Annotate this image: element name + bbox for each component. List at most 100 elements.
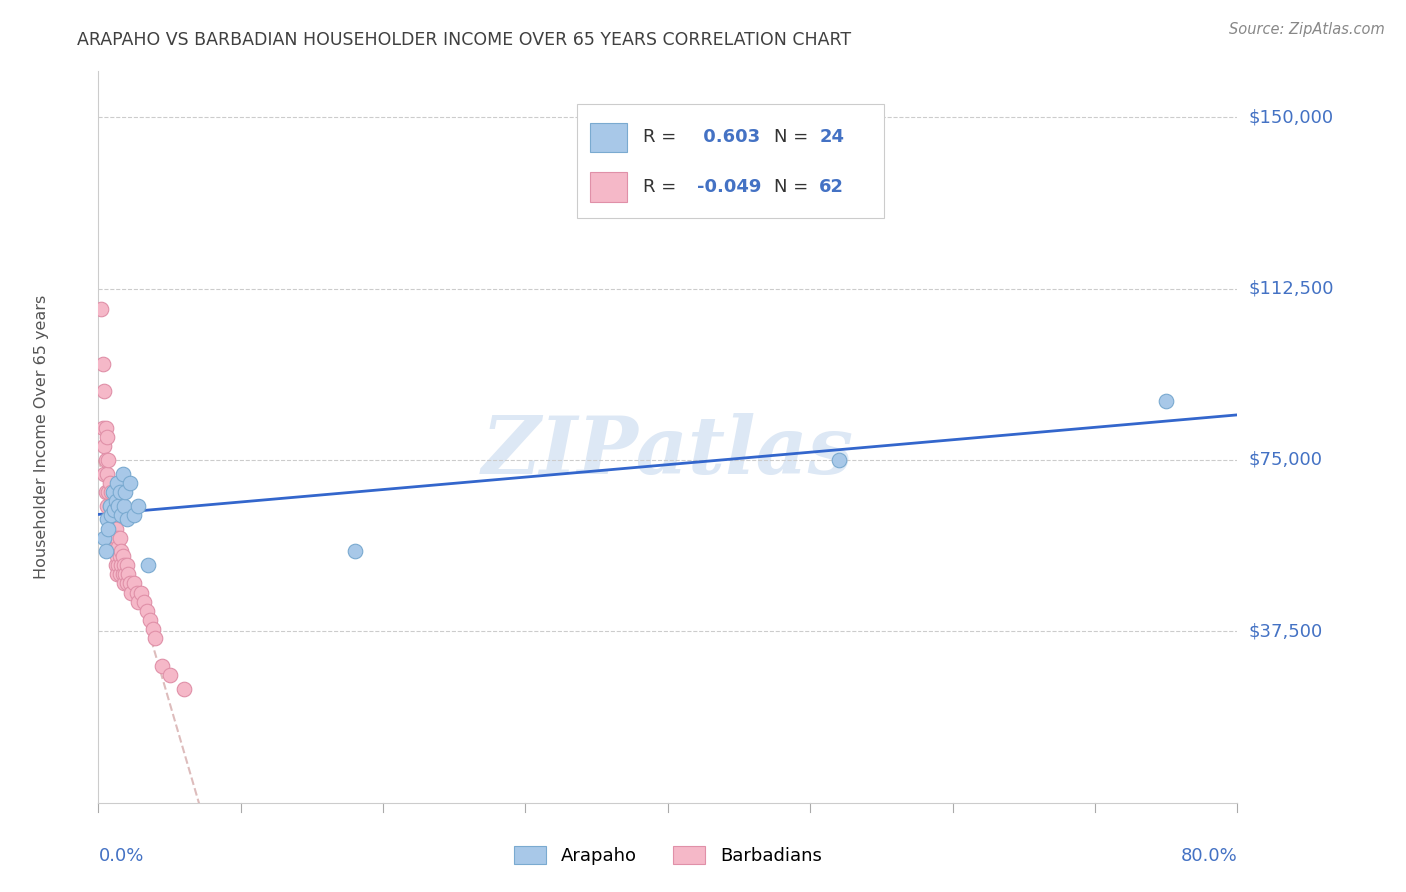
- Point: [129, 585, 152, 599]
- Point: [97, 453, 120, 467]
- Text: $150,000: $150,000: [1249, 108, 1333, 126]
- Text: 80.0%: 80.0%: [1181, 847, 1237, 864]
- Text: -0.049: -0.049: [697, 178, 762, 196]
- Text: $112,500: $112,500: [1249, 279, 1334, 298]
- Point: [97, 484, 120, 499]
- Text: ARAPAHO VS BARBADIAN HOUSEHOLDER INCOME OVER 65 YEARS CORRELATION CHART: ARAPAHO VS BARBADIAN HOUSEHOLDER INCOME …: [77, 31, 852, 49]
- Text: $37,500: $37,500: [1249, 623, 1323, 640]
- Point: [120, 585, 142, 599]
- Point: [94, 484, 117, 499]
- Point: [91, 357, 114, 371]
- Point: [90, 301, 112, 317]
- Point: [97, 521, 120, 535]
- Point: [111, 549, 134, 563]
- Point: [100, 512, 122, 526]
- Point: [101, 521, 124, 535]
- Point: [132, 594, 155, 608]
- Point: [114, 567, 136, 582]
- Point: [105, 475, 128, 490]
- Text: $75,000: $75,000: [1249, 451, 1323, 469]
- Point: [93, 531, 115, 545]
- Point: [98, 521, 121, 535]
- Point: [100, 531, 122, 545]
- Point: [173, 681, 195, 696]
- Bar: [591, 122, 627, 152]
- Legend: Arapaho, Barbadians: Arapaho, Barbadians: [505, 837, 831, 874]
- Point: [93, 384, 115, 399]
- Point: [122, 508, 145, 522]
- Point: [105, 567, 128, 582]
- Point: [94, 421, 117, 435]
- Point: [141, 622, 163, 636]
- Point: [93, 439, 115, 453]
- Point: [111, 567, 134, 582]
- Point: [103, 512, 125, 526]
- Point: [105, 531, 128, 545]
- Point: [122, 576, 145, 591]
- Point: [103, 531, 125, 545]
- Point: [112, 576, 135, 591]
- Point: [96, 512, 118, 526]
- Point: [136, 558, 159, 573]
- Point: [343, 544, 366, 558]
- Point: [96, 499, 118, 513]
- Point: [107, 499, 129, 513]
- Point: [112, 558, 135, 573]
- Point: [100, 508, 122, 522]
- Point: [108, 549, 131, 563]
- Point: [91, 421, 114, 435]
- Point: [104, 540, 127, 554]
- Point: [98, 499, 121, 513]
- Point: [1154, 393, 1177, 408]
- Text: 0.0%: 0.0%: [98, 847, 143, 864]
- Text: N =: N =: [773, 128, 814, 146]
- Point: [97, 512, 120, 526]
- Point: [107, 558, 129, 573]
- Point: [110, 558, 132, 573]
- Point: [105, 549, 128, 563]
- Point: [96, 467, 118, 481]
- Point: [103, 503, 125, 517]
- Point: [115, 558, 138, 573]
- Point: [100, 484, 122, 499]
- Point: [114, 484, 136, 499]
- Point: [107, 540, 129, 554]
- Text: 62: 62: [820, 178, 845, 196]
- Point: [94, 453, 117, 467]
- Point: [127, 594, 149, 608]
- FancyBboxPatch shape: [576, 104, 884, 218]
- Point: [108, 567, 131, 582]
- Text: Householder Income Over 65 years: Householder Income Over 65 years: [34, 295, 49, 579]
- Point: [828, 453, 851, 467]
- Point: [118, 475, 141, 490]
- Point: [138, 613, 160, 627]
- Text: N =: N =: [773, 178, 814, 196]
- Point: [94, 544, 117, 558]
- Point: [101, 499, 124, 513]
- Point: [112, 499, 135, 513]
- Bar: [591, 172, 627, 202]
- Point: [159, 667, 181, 681]
- Point: [118, 576, 141, 591]
- Text: ZIPatlas: ZIPatlas: [482, 413, 853, 491]
- Point: [104, 521, 127, 535]
- Point: [145, 632, 167, 646]
- Point: [127, 499, 149, 513]
- Point: [110, 544, 132, 558]
- Point: [111, 467, 134, 481]
- Point: [98, 499, 121, 513]
- Point: [108, 531, 131, 545]
- Point: [104, 494, 127, 508]
- Point: [101, 484, 124, 499]
- Text: R =: R =: [643, 128, 682, 146]
- Text: 0.603: 0.603: [697, 128, 761, 146]
- Text: 24: 24: [820, 128, 845, 146]
- Text: Source: ZipAtlas.com: Source: ZipAtlas.com: [1229, 22, 1385, 37]
- Text: R =: R =: [643, 178, 682, 196]
- Point: [97, 531, 120, 545]
- Point: [96, 430, 118, 444]
- Point: [135, 604, 157, 618]
- Point: [117, 567, 139, 582]
- Point: [125, 585, 148, 599]
- Point: [115, 576, 138, 591]
